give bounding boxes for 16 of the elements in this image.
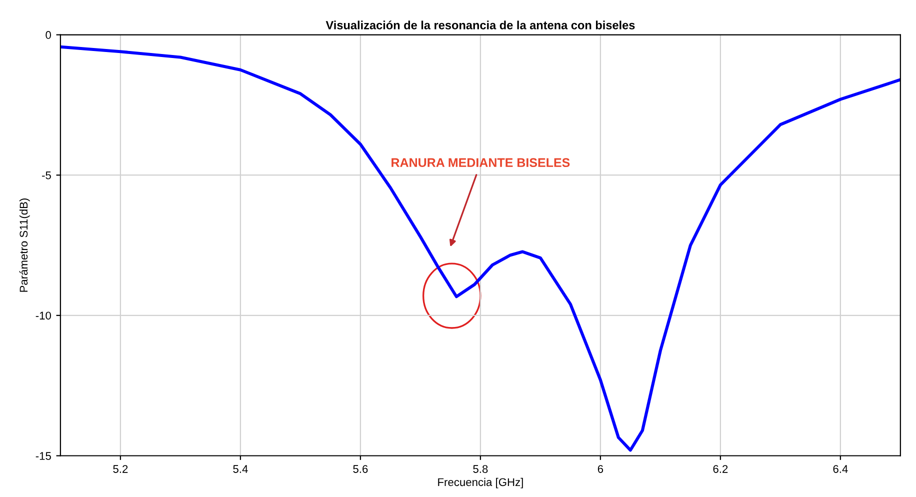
x-tick-label: 5.6 xyxy=(353,465,368,473)
x-tick-label: 6 xyxy=(598,465,604,473)
x-tick-label: 5.2 xyxy=(113,465,128,473)
y-tick-label: -15 xyxy=(36,452,51,460)
x-tick-label: 5.8 xyxy=(473,465,488,473)
x-tick-label: 6.4 xyxy=(833,465,848,473)
y-tick-label: -5 xyxy=(42,171,51,180)
x-axis-title: Frecuencia [GHz] xyxy=(438,478,523,488)
annotation: RANURA MEDIANTE BISELES xyxy=(392,158,570,168)
x-tick-label: 6.2 xyxy=(713,465,728,473)
y-axis-title: Parámetro S11(dB) xyxy=(19,198,30,292)
chart-title: Visualización de la resonancia de la antena con biseles xyxy=(326,20,635,30)
y-tick-label: -10 xyxy=(36,312,51,320)
x-tick-label: 5.4 xyxy=(233,465,248,473)
line-series xyxy=(60,45,900,452)
y-tick-label: 0 xyxy=(46,31,51,39)
